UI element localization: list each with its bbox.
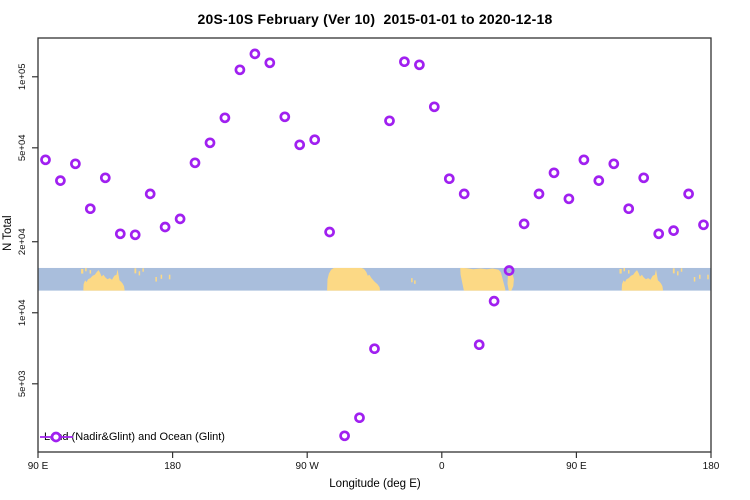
legend: Land (Nadir&Glint) and Ocean (Glint) xyxy=(39,429,225,445)
map-island xyxy=(160,274,163,279)
map-island xyxy=(89,270,92,274)
map-island xyxy=(81,268,84,274)
data-point xyxy=(473,339,485,351)
legend-marker-icon xyxy=(40,431,73,443)
map-island xyxy=(672,268,675,274)
y-axis-label: N Total xyxy=(2,215,14,251)
map-island xyxy=(619,268,622,274)
y-tick-label: 1e+04 xyxy=(17,299,28,326)
map-island xyxy=(627,270,630,274)
data-point xyxy=(174,213,186,225)
data-point xyxy=(443,173,455,185)
map-land-australia-indonesia xyxy=(83,269,125,291)
map-island xyxy=(134,268,137,274)
x-tick-label: 180 xyxy=(164,461,181,472)
x-tick-label: 90 E xyxy=(28,461,49,472)
map-island xyxy=(142,268,144,272)
data-point xyxy=(99,172,111,184)
map-island xyxy=(138,271,141,276)
data-point xyxy=(144,188,156,200)
data-point xyxy=(563,193,575,205)
map-island xyxy=(693,276,696,282)
data-point xyxy=(533,188,545,200)
y-tick-label: 2e+04 xyxy=(17,228,28,255)
data-point xyxy=(339,430,350,442)
y-tick-label: 5e+03 xyxy=(17,370,28,397)
y-tick-label: 1e+05 xyxy=(17,63,28,90)
legend-open-circle xyxy=(50,431,62,443)
map-island xyxy=(680,268,683,272)
data-point xyxy=(623,203,635,215)
data-point xyxy=(55,175,66,186)
data-point xyxy=(668,225,679,236)
map-land-south-america xyxy=(327,267,380,291)
map-island xyxy=(677,271,679,276)
data-points xyxy=(40,48,709,442)
map-island xyxy=(699,274,701,279)
chart-title: 20S-10S February (Ver 10) 2015-01-01 to … xyxy=(197,11,553,27)
legend-label: Land (Nadir&Glint) and Ocean (Glint) xyxy=(44,431,225,443)
map-ocean xyxy=(38,267,711,291)
data-point xyxy=(698,219,709,231)
data-point xyxy=(309,134,321,146)
data-point xyxy=(518,218,530,230)
data-point xyxy=(84,203,96,215)
x-tick-label: 90 W xyxy=(296,461,320,472)
data-point xyxy=(234,64,246,76)
data-point xyxy=(384,115,395,127)
data-point xyxy=(159,221,171,233)
data-point xyxy=(503,265,515,276)
data-point xyxy=(70,158,81,170)
map-island xyxy=(85,267,87,272)
data-point xyxy=(548,167,560,179)
data-point xyxy=(354,412,365,424)
latitude-band-map xyxy=(38,267,711,291)
x-axis-label: Longitude (deg E) xyxy=(329,478,421,490)
data-point xyxy=(653,228,665,240)
y-tick-label: 5e+04 xyxy=(17,134,28,161)
data-point xyxy=(264,57,276,69)
data-point xyxy=(219,112,231,124)
data-point xyxy=(488,295,500,307)
data-point xyxy=(428,101,440,113)
data-point xyxy=(324,226,335,238)
data-point xyxy=(593,175,605,186)
data-point xyxy=(129,229,141,241)
data-point xyxy=(189,157,201,169)
map-land-australia-indonesia xyxy=(621,269,664,291)
data-point xyxy=(608,158,620,170)
data-point xyxy=(683,188,694,200)
map-island xyxy=(414,280,416,284)
plot-box xyxy=(37,37,712,453)
data-point xyxy=(414,59,425,71)
x-tick-label: 180 xyxy=(703,461,720,472)
map-land-madagascar xyxy=(507,272,514,291)
data-point xyxy=(399,56,410,68)
data-point xyxy=(40,154,51,166)
data-point xyxy=(294,139,306,151)
data-point xyxy=(458,188,470,200)
data-point xyxy=(249,48,261,60)
data-point xyxy=(114,228,126,240)
x-tick-label: 90 E xyxy=(566,461,587,472)
map-island xyxy=(168,274,171,280)
map-island xyxy=(155,276,157,282)
x-tick-label: 0 xyxy=(439,461,445,472)
data-point xyxy=(578,154,590,166)
map-island xyxy=(411,278,413,283)
data-point xyxy=(638,172,650,184)
map-island xyxy=(707,274,709,280)
map-land-africa xyxy=(460,267,506,291)
data-point xyxy=(369,343,380,355)
data-point xyxy=(279,111,291,123)
map-island xyxy=(623,267,626,272)
data-point xyxy=(204,137,216,149)
